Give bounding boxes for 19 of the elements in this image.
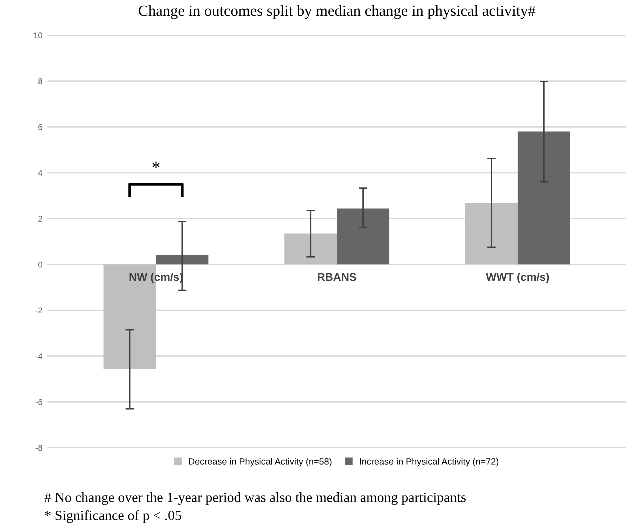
legend-label: Decrease in Physical Activity (n=58)	[189, 458, 332, 467]
y-tick-label: -8	[36, 445, 42, 452]
y-tick-label: -2	[36, 308, 42, 314]
x-tick-label: RBANS	[318, 273, 356, 282]
y-tick-label: -4	[36, 354, 43, 360]
y-tick-label: 10	[34, 32, 43, 39]
annotation: *	[152, 162, 160, 169]
x-tick-label: WWT (cm/s)	[486, 273, 550, 284]
chart-title: Change in outcomes split by median change in physical activity#	[138, 5, 536, 20]
y-tick-label: 0	[38, 262, 43, 268]
y-tick-label: 6	[38, 124, 42, 130]
y-tick-label: -6	[36, 399, 42, 406]
legend-label: Increase in Physical Activity (n=72)	[360, 458, 499, 467]
text: # No change over the 1-year period was also the median among participants	[44, 492, 466, 506]
x-tick-label: NW (cm/s)	[130, 273, 183, 284]
y-tick-label: 4	[38, 170, 43, 176]
text: * Significance of p < .05	[45, 510, 182, 524]
y-tick-label: 8	[38, 78, 42, 84]
y-tick-label: 2	[38, 216, 42, 222]
